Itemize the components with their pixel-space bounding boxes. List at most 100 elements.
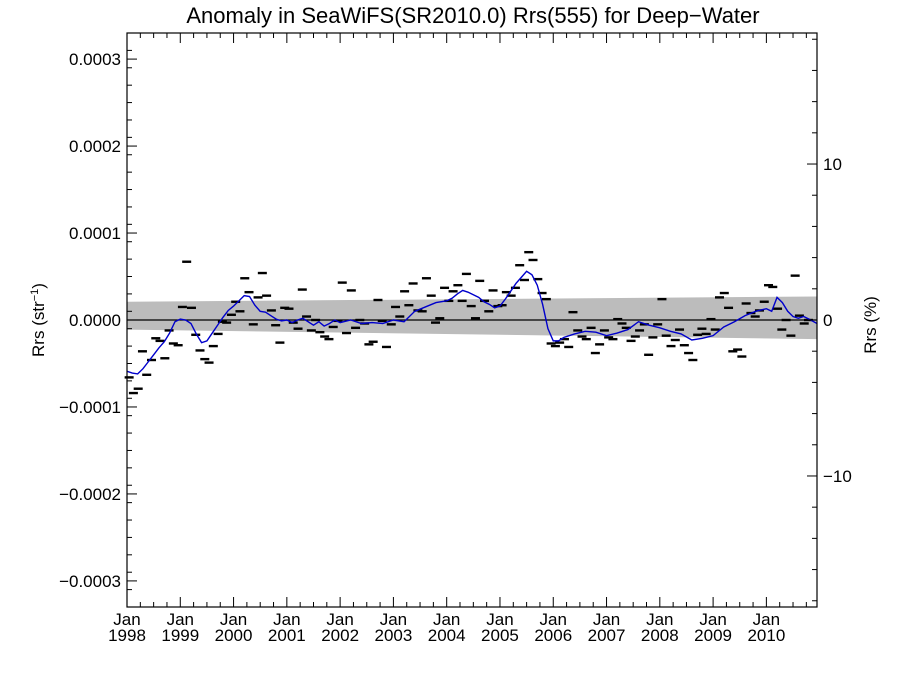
chart-title: Anomaly in SeaWiFS(SR2010.0) Rrs(555) fo…: [186, 3, 759, 28]
y-right-tick-label: −10: [823, 467, 852, 486]
anomaly-point: [147, 358, 157, 362]
anomaly-point: [342, 331, 352, 335]
anomaly-point: [714, 296, 724, 299]
anomaly-point: [271, 324, 281, 327]
anomaly-point: [777, 328, 787, 331]
anomaly-point: [421, 277, 431, 280]
anomaly-point: [275, 341, 285, 344]
x-tick-label-year: 2009: [694, 626, 732, 645]
anomaly-point: [719, 291, 729, 295]
anomaly-point: [257, 271, 267, 275]
anomaly-point: [293, 327, 303, 330]
anomaly-point: [191, 333, 201, 336]
anomaly-point: [133, 387, 143, 390]
anomaly-point: [506, 294, 516, 297]
anomaly-point: [142, 373, 152, 376]
anomaly-point: [297, 288, 307, 291]
x-tick-label-year: 2005: [481, 626, 519, 645]
anomaly-point: [368, 340, 378, 343]
anomaly-point: [573, 329, 583, 332]
anomaly-point: [604, 336, 614, 339]
anomaly-point: [750, 315, 760, 318]
x-tick-label-month: Jan: [326, 610, 353, 629]
anomaly-point: [706, 317, 716, 321]
anomaly-point: [480, 299, 490, 303]
anomaly-point: [417, 310, 427, 313]
x-tick-label-month: Jan: [433, 610, 460, 629]
anomaly-point: [351, 326, 361, 330]
anomaly-point: [284, 307, 294, 310]
anomaly-point: [364, 343, 374, 346]
anomaly-point: [728, 350, 738, 353]
anomaly-point: [435, 317, 445, 320]
anomaly-point: [431, 321, 441, 324]
anomaly-point: [311, 318, 321, 322]
anomaly-point: [555, 341, 565, 344]
anomaly-point: [381, 345, 391, 349]
y-axis-label-left-sup: −1: [29, 289, 41, 302]
anomaly-point: [324, 337, 334, 341]
y-left-tick-label: −0.0002: [59, 485, 121, 504]
y-left-tick-label: −0.0001: [59, 398, 121, 417]
y-axis-label-right: Rrs (%): [861, 296, 880, 354]
anomaly-point: [537, 291, 547, 295]
anomaly-point: [461, 272, 471, 276]
anomaly-point: [630, 335, 640, 338]
y-left-tick-label: 0.0003: [69, 50, 121, 69]
x-tick-label-year: 2008: [641, 626, 679, 645]
x-tick-label-month: Jan: [273, 610, 300, 629]
anomaly-point: [457, 299, 467, 303]
anomaly-point: [453, 284, 463, 287]
anomaly-point: [568, 310, 578, 314]
anomaly-point: [759, 300, 769, 303]
anomaly-point: [595, 343, 605, 346]
anomaly-point: [688, 358, 698, 362]
y-axis-label-left: Rrs (str−1): [29, 283, 48, 357]
anomaly-point: [195, 349, 205, 352]
anomaly-point: [466, 304, 476, 308]
anomaly-point: [426, 294, 436, 297]
anomaly-point: [155, 339, 165, 343]
anomaly-point: [617, 322, 627, 325]
anomaly-point: [546, 342, 556, 345]
anomaly-point: [470, 317, 480, 320]
anomaly-point: [484, 310, 494, 313]
anomaly-point: [666, 344, 676, 348]
anomaly-point: [550, 344, 560, 348]
anomaly-point: [724, 306, 734, 310]
x-tick-label-month: Jan: [220, 610, 247, 629]
anomaly-point: [315, 330, 325, 334]
anomaly-point: [231, 300, 241, 303]
x-tick-label-month: Jan: [699, 610, 726, 629]
anomaly-point: [613, 317, 623, 321]
x-tick-label-month: Jan: [753, 610, 780, 629]
anomaly-point: [240, 277, 250, 280]
anomaly-point: [395, 315, 405, 318]
x-tick-label-year: 1998: [108, 626, 146, 645]
anomaly-point: [577, 335, 587, 338]
anomaly-point: [794, 314, 804, 317]
anomaly-point: [541, 297, 551, 301]
anomaly-point: [657, 297, 667, 301]
anomaly-point: [182, 260, 192, 263]
anomaly-point: [164, 329, 174, 332]
anomaly-point: [262, 294, 272, 297]
anomaly-point: [764, 284, 774, 287]
anomaly-point: [404, 304, 414, 307]
anomaly-point: [235, 310, 245, 313]
anomaly-point: [710, 328, 720, 331]
anomaly-point: [608, 337, 618, 341]
x-tick-label-month: Jan: [486, 610, 513, 629]
anomaly-point: [781, 318, 791, 322]
anomaly-point: [661, 334, 671, 337]
x-tick-label-year: 2000: [215, 626, 253, 645]
anomaly-point: [440, 286, 450, 290]
anomaly-point: [684, 351, 694, 355]
anomaly-point: [510, 286, 520, 290]
anomaly-point: [137, 350, 147, 353]
anomaly-point: [244, 290, 254, 294]
x-tick-label-year: 2007: [588, 626, 626, 645]
y-left-tick-label: −0.0003: [59, 572, 121, 591]
